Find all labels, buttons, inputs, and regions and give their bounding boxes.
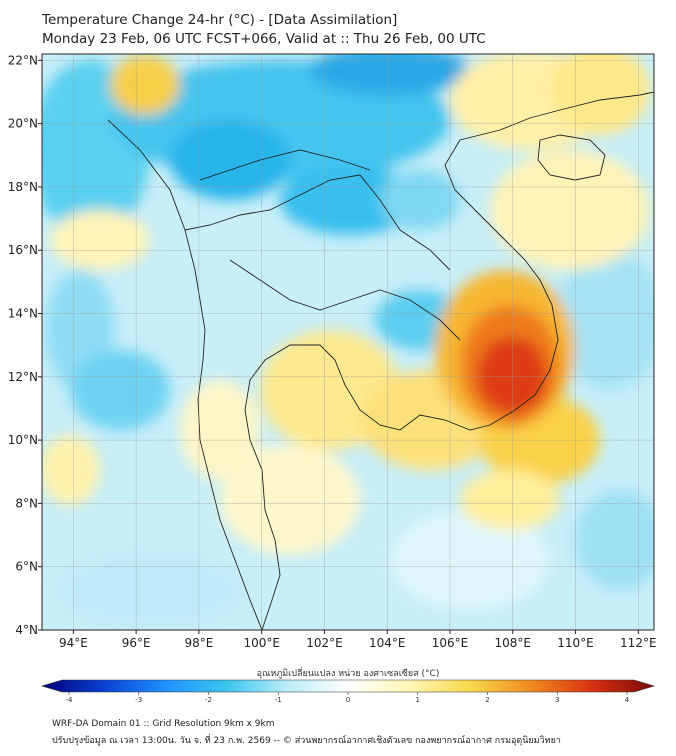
temperature-field bbox=[42, 54, 654, 630]
lat-tick-label: 14°N bbox=[8, 307, 38, 321]
plot-frame bbox=[41, 53, 655, 631]
lat-tick-label: 8°N bbox=[15, 496, 38, 510]
lon-tick-label: 110°E bbox=[557, 636, 594, 650]
colorbar-ticks: -4 -3 -2 -1 0 1 2 3 4 bbox=[66, 692, 630, 704]
colorbar-tick-label: -3 bbox=[135, 696, 142, 704]
colorbar-tick-label: 0 bbox=[346, 696, 350, 704]
china-coastline bbox=[559, 91, 654, 111]
hainan-island bbox=[537, 134, 606, 181]
lat-tick-label: 20°N bbox=[8, 117, 38, 131]
colorbar-tick-label: 2 bbox=[485, 696, 489, 704]
lon-tick-label: 96°E bbox=[122, 636, 151, 650]
lat-tick-label: 12°N bbox=[8, 370, 38, 384]
lat-tick-label: 18°N bbox=[8, 180, 38, 194]
lon-tick-label: 108°E bbox=[495, 636, 532, 650]
colorbar-tick-label: -1 bbox=[275, 696, 282, 704]
model-info: WRF-DA Domain 01 :: Grid Resolution 9km … bbox=[52, 719, 275, 729]
lat-tick-label: 6°N bbox=[15, 560, 38, 574]
colorbar-tick-label: -2 bbox=[205, 696, 212, 704]
map-subtitle: Monday 23 Feb, 06 UTC FCST+066, Valid at… bbox=[42, 31, 486, 47]
map-title: Temperature Change 24-hr (°C) - [Data As… bbox=[42, 12, 398, 28]
lat-tick-label: 22°N bbox=[8, 53, 38, 67]
latitude-axis: 4°N 6°N 8°N 10°N 12°N 14°N 16°N 18°N 20°N 22°N bbox=[8, 53, 42, 637]
gulf-coastline bbox=[244, 344, 346, 630]
colorbar-tick-label: -4 bbox=[66, 696, 74, 704]
colorbar-tick-label: 3 bbox=[555, 696, 559, 704]
lat-tick-label: 10°N bbox=[8, 433, 38, 447]
border-line bbox=[184, 174, 451, 271]
colorbar-tick-label: 1 bbox=[416, 696, 420, 704]
lat-tick-label: 4°N bbox=[15, 623, 38, 637]
border-line bbox=[199, 149, 371, 181]
lon-tick-label: 100°E bbox=[243, 636, 280, 650]
lon-tick-label: 102°E bbox=[306, 636, 343, 650]
lon-tick-label: 106°E bbox=[432, 636, 469, 650]
colorbar-label: อุณหภูมิเปลี่ยนแปลง หน่วย องศาเซลเซียส (… bbox=[257, 666, 440, 679]
colorbar: อุณหภูมิเปลี่ยนแปลง หน่วย องศาเซลเซียส (… bbox=[40, 666, 656, 704]
lon-tick-label: 112°E bbox=[620, 636, 657, 650]
longitude-axis: 94°E 96°E 98°E 100°E 102°E 104°E 106°E 108°E 110… bbox=[59, 630, 657, 650]
lon-tick-label: 104°E bbox=[369, 636, 406, 650]
colorbar-tick-label: 4 bbox=[625, 696, 630, 704]
colorbar-scale bbox=[40, 679, 656, 693]
update-credit: ปรับปรุงข้อมูล ณ เวลา 13:00น. วัน จ. ที่… bbox=[52, 736, 561, 746]
lon-tick-label: 94°E bbox=[59, 636, 88, 650]
gridlines bbox=[42, 54, 654, 631]
lat-tick-label: 16°N bbox=[8, 243, 38, 257]
lon-tick-label: 98°E bbox=[184, 636, 213, 650]
west-coastline bbox=[107, 119, 263, 630]
